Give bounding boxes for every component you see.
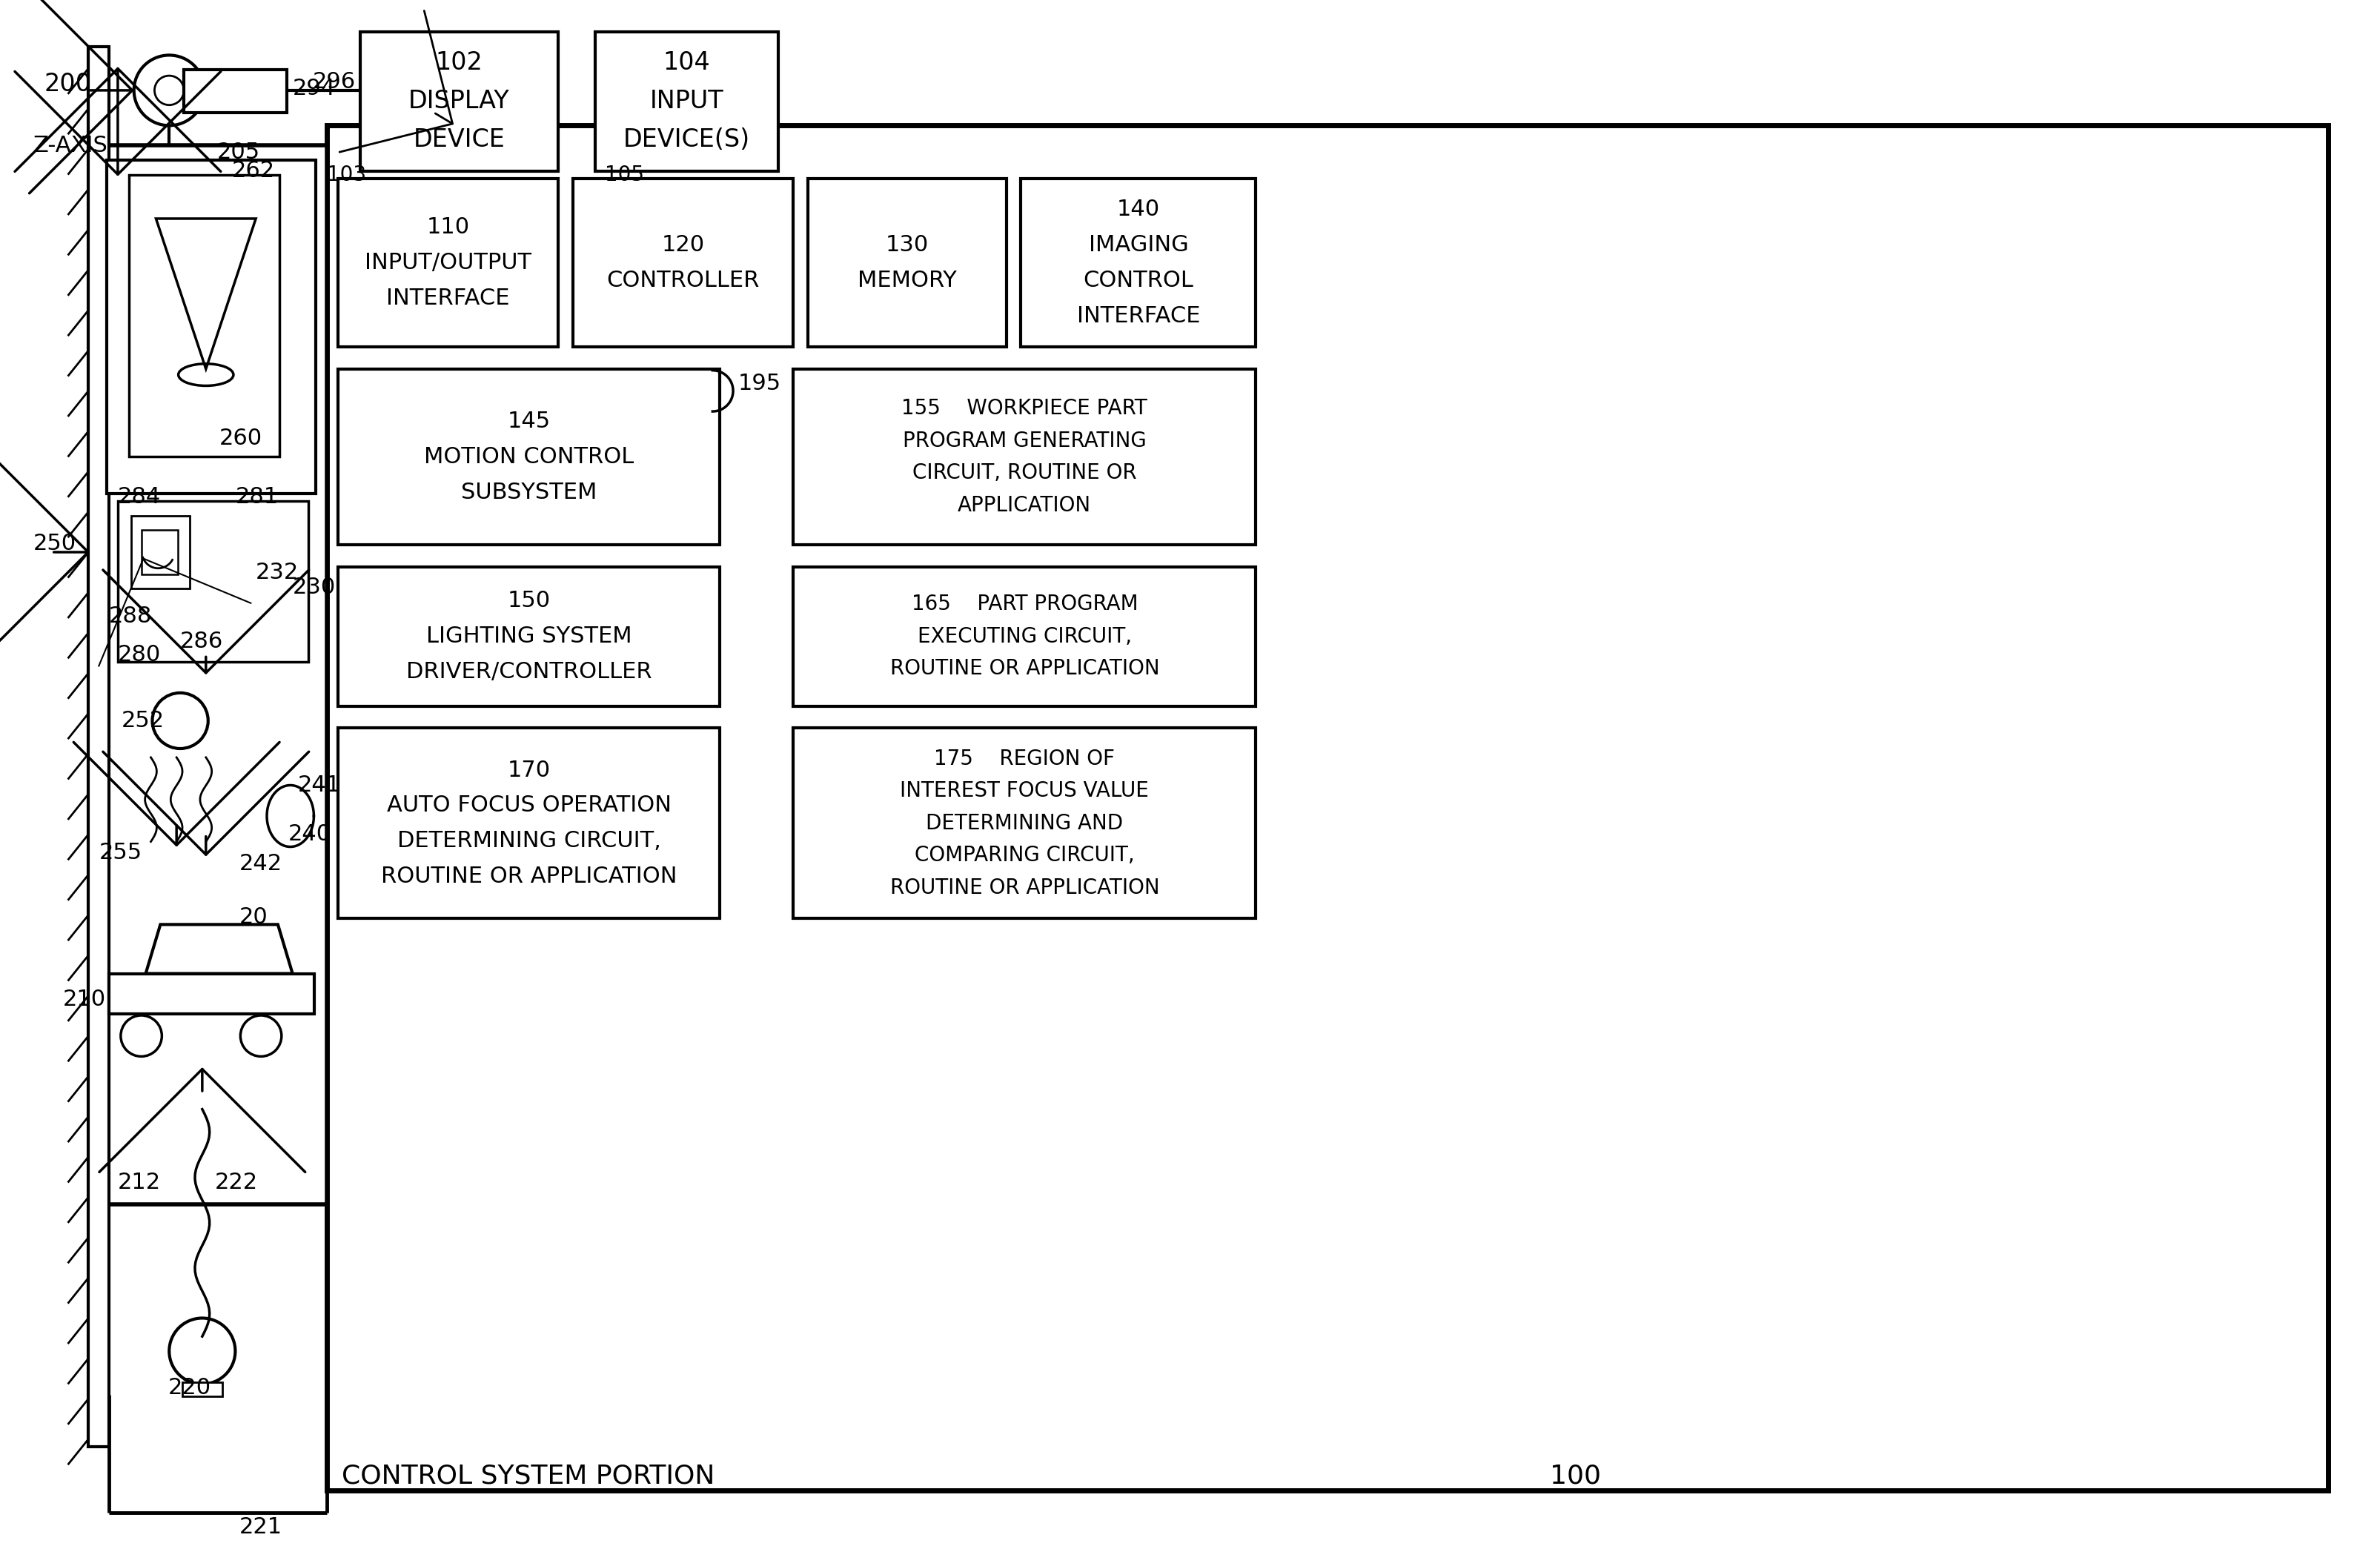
Text: 242: 242	[238, 853, 281, 874]
Bar	[338, 567, 719, 706]
Text: 286: 286	[181, 630, 224, 652]
Text: 221: 221	[238, 1516, 281, 1538]
Polygon shape	[267, 785, 314, 847]
Text: 241: 241	[298, 774, 340, 796]
Bar	[140, 530, 178, 575]
Text: 103: 103	[326, 164, 367, 184]
Text: 250: 250	[33, 533, 76, 555]
Text: CONTROLLER: CONTROLLER	[607, 270, 759, 291]
Text: ROUTINE OR APPLICATION: ROUTINE OR APPLICATION	[890, 877, 1159, 898]
Text: SUBSYSTEM: SUBSYSTEM	[462, 482, 597, 503]
Bar	[183, 70, 286, 113]
Text: 294: 294	[293, 77, 336, 99]
Text: INTERFACE: INTERFACE	[1076, 305, 1200, 327]
Text: 230: 230	[293, 576, 336, 598]
Text: INPUT: INPUT	[650, 90, 724, 113]
Text: LIGHTING SYSTEM: LIGHTING SYSTEM	[426, 626, 631, 647]
Bar	[183, 1382, 221, 1397]
Text: MEMORY: MEMORY	[857, 270, 957, 291]
Text: INTEREST FOCUS VALUE: INTEREST FOCUS VALUE	[900, 781, 1150, 801]
Text: AUTO FOCUS OPERATION: AUTO FOCUS OPERATION	[386, 795, 671, 816]
Bar	[107, 160, 317, 494]
Bar	[574, 178, 793, 347]
Text: 140: 140	[1116, 198, 1159, 220]
Text: DEVICE(S): DEVICE(S)	[624, 129, 750, 152]
Text: 281: 281	[236, 486, 278, 508]
Text: 104: 104	[664, 51, 709, 74]
Text: 240: 240	[288, 824, 331, 846]
Bar	[338, 369, 719, 545]
Bar	[359, 31, 559, 170]
Text: 252: 252	[121, 709, 164, 731]
Bar	[129, 175, 278, 457]
Text: 150: 150	[507, 590, 550, 612]
Bar	[109, 974, 314, 1015]
Text: 165    PART PROGRAM: 165 PART PROGRAM	[912, 593, 1138, 615]
Bar	[117, 500, 309, 661]
Text: 130: 130	[885, 234, 928, 256]
Bar	[338, 728, 719, 919]
Text: 155    WORKPIECE PART: 155 WORKPIECE PART	[902, 398, 1147, 418]
Text: 284: 284	[117, 486, 162, 508]
Text: 20: 20	[238, 906, 267, 928]
Text: DETERMINING AND: DETERMINING AND	[926, 813, 1123, 833]
Text: 205: 205	[217, 143, 259, 163]
Text: CONTROL: CONTROL	[1083, 270, 1192, 291]
Bar	[807, 178, 1007, 347]
Bar	[338, 178, 559, 347]
Bar	[93, 146, 326, 1205]
Text: 175    REGION OF: 175 REGION OF	[933, 748, 1114, 770]
Text: 195: 195	[738, 373, 781, 395]
Bar	[88, 46, 109, 1447]
Text: 105: 105	[605, 164, 643, 184]
Bar	[793, 369, 1257, 545]
Text: DRIVER/CONTROLLER: DRIVER/CONTROLLER	[407, 661, 652, 683]
Text: 296: 296	[312, 71, 355, 93]
Text: 220: 220	[167, 1377, 212, 1399]
Text: 280: 280	[117, 644, 162, 666]
Text: CIRCUIT, ROUTINE OR: CIRCUIT, ROUTINE OR	[912, 463, 1135, 483]
Text: 210: 210	[62, 988, 105, 1010]
Text: 120: 120	[662, 234, 704, 256]
Text: 260: 260	[219, 428, 262, 449]
Text: 102: 102	[436, 51, 483, 74]
Bar	[793, 567, 1257, 706]
Text: APPLICATION: APPLICATION	[957, 494, 1090, 516]
Text: 255: 255	[100, 843, 143, 863]
Text: Z-AXIS: Z-AXIS	[33, 135, 107, 156]
Bar	[131, 516, 190, 589]
Text: PROGRAM GENERATING: PROGRAM GENERATING	[902, 431, 1147, 451]
Text: DETERMINING CIRCUIT,: DETERMINING CIRCUIT,	[397, 830, 662, 852]
Text: EXECUTING CIRCUIT,: EXECUTING CIRCUIT,	[916, 626, 1130, 647]
Text: 262: 262	[231, 160, 274, 181]
Text: 110: 110	[426, 217, 469, 239]
Text: MOTION CONTROL: MOTION CONTROL	[424, 446, 633, 468]
Text: 222: 222	[214, 1171, 257, 1193]
Text: 145: 145	[507, 410, 550, 432]
Text: 100: 100	[1549, 1464, 1599, 1489]
Text: COMPARING CIRCUIT,: COMPARING CIRCUIT,	[914, 846, 1135, 866]
Text: INPUT/OUTPUT: INPUT/OUTPUT	[364, 252, 531, 273]
Bar	[326, 125, 2328, 1490]
Text: DISPLAY: DISPLAY	[409, 90, 509, 113]
Text: INTERFACE: INTERFACE	[386, 287, 509, 308]
Text: 170: 170	[507, 759, 550, 781]
Text: 232: 232	[255, 562, 300, 584]
Text: 288: 288	[109, 606, 152, 627]
Bar	[595, 31, 778, 170]
Text: ROUTINE OR APPLICATION: ROUTINE OR APPLICATION	[890, 658, 1159, 678]
Text: ROUTINE OR APPLICATION: ROUTINE OR APPLICATION	[381, 866, 676, 888]
Text: 200: 200	[45, 73, 93, 96]
Text: 212: 212	[117, 1171, 162, 1193]
Text: CONTROL SYSTEM PORTION: CONTROL SYSTEM PORTION	[343, 1464, 714, 1489]
Bar	[793, 728, 1257, 919]
Text: DEVICE: DEVICE	[414, 129, 505, 152]
Text: IMAGING: IMAGING	[1088, 234, 1188, 256]
Bar	[1021, 178, 1257, 347]
